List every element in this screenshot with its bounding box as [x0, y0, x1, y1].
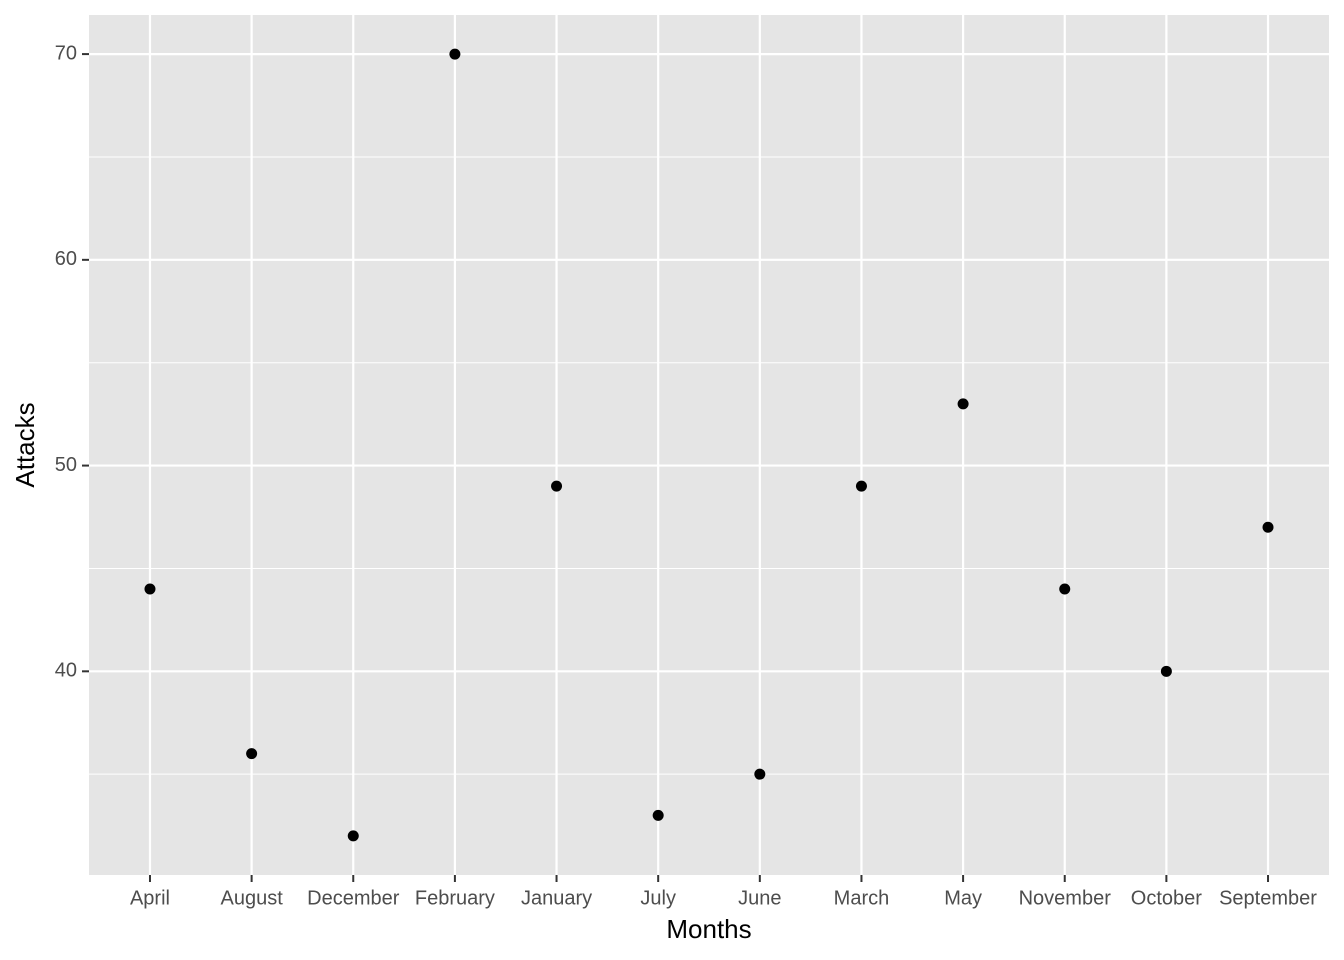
x-tick-label: July	[640, 887, 676, 909]
x-tick-label: December	[307, 887, 400, 909]
y-tick-label: 70	[55, 42, 77, 64]
x-tick-label: September	[1219, 887, 1317, 909]
point	[551, 480, 563, 492]
point	[1160, 665, 1172, 677]
point	[347, 830, 359, 842]
y-axis-title: Attacks	[10, 402, 40, 487]
x-tick-label: April	[130, 887, 170, 909]
point	[652, 809, 664, 821]
x-tick-label: June	[738, 887, 781, 909]
x-tick-label: August	[220, 887, 283, 909]
point	[754, 768, 766, 780]
x-tick-label: March	[834, 887, 890, 909]
y-tick-label: 60	[55, 248, 77, 270]
x-tick-label: November	[1019, 887, 1112, 909]
point	[144, 583, 156, 595]
x-tick-label: October	[1131, 887, 1202, 909]
x-tick-label: May	[944, 887, 982, 909]
point	[449, 48, 461, 60]
point	[957, 398, 969, 410]
x-tick-label: January	[521, 887, 592, 909]
point	[1262, 521, 1274, 533]
plot-panel	[89, 15, 1329, 875]
point	[246, 748, 258, 760]
y-tick-label: 50	[55, 454, 77, 476]
point	[1059, 583, 1071, 595]
point	[855, 480, 867, 492]
x-axis-title: Months	[666, 914, 751, 944]
y-tick-label: 40	[55, 660, 77, 682]
x-tick-label: February	[415, 887, 495, 909]
